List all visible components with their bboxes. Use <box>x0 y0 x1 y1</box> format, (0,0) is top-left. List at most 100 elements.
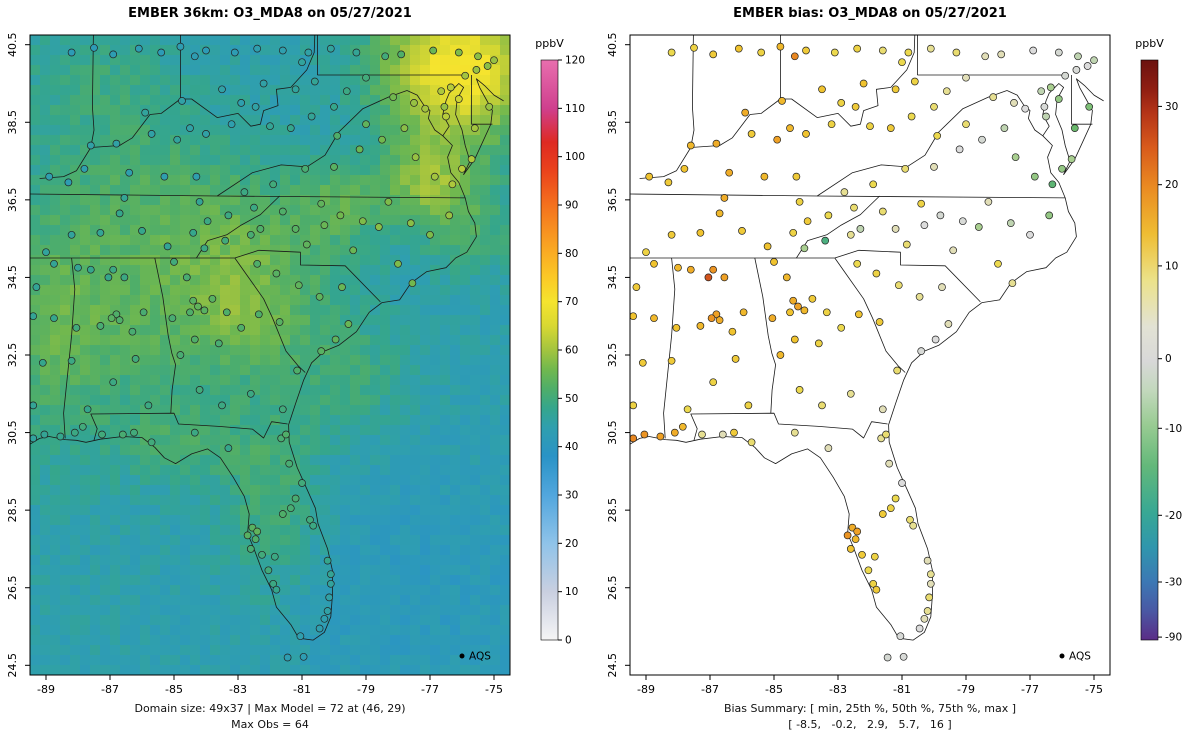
raster-cell <box>390 455 401 466</box>
raster-cell <box>100 195 111 206</box>
raster-cell <box>30 165 41 176</box>
raster-cell <box>330 615 341 626</box>
raster-cell <box>460 565 471 576</box>
bias-map-layer <box>630 35 1104 662</box>
raster-cell <box>390 575 401 586</box>
station-point <box>286 504 295 513</box>
raster-cell <box>410 505 421 516</box>
raster-cell <box>60 445 71 456</box>
raster-cell <box>370 635 381 646</box>
raster-cell <box>260 355 271 366</box>
raster-cell <box>330 505 341 516</box>
raster-cell <box>150 195 161 206</box>
raster-cell <box>30 405 41 416</box>
station-point <box>163 242 172 251</box>
raster-cell <box>400 465 411 476</box>
raster-cell <box>80 305 91 316</box>
raster-cell <box>310 35 321 46</box>
raster-cell <box>490 235 501 246</box>
raster-cell <box>430 565 441 576</box>
raster-cell <box>450 305 461 316</box>
station-point <box>67 48 76 57</box>
raster-cell <box>120 65 131 76</box>
raster-cell <box>360 65 371 76</box>
station-point <box>1029 46 1038 55</box>
raster-cell <box>110 505 121 516</box>
raster-cell <box>430 65 441 76</box>
raster-cell <box>370 585 381 596</box>
raster-cell <box>210 165 221 176</box>
raster-cell <box>200 405 211 416</box>
x-tick-label: -87 <box>101 683 119 696</box>
raster-cell <box>200 255 211 266</box>
raster-cell <box>450 425 461 436</box>
station-point <box>445 211 454 220</box>
raster-cell <box>70 335 81 346</box>
raster-cell <box>120 555 131 566</box>
raster-cell <box>480 265 491 276</box>
raster-cell <box>170 85 181 96</box>
raster-cell <box>140 75 151 86</box>
station-point <box>237 323 246 332</box>
station-point <box>192 172 201 181</box>
raster-cell <box>260 385 271 396</box>
raster-cell <box>440 165 451 176</box>
station-point <box>208 294 217 303</box>
raster-cell <box>70 645 81 656</box>
raster-cell <box>400 45 411 56</box>
raster-cell <box>390 285 401 296</box>
raster-cell <box>410 135 421 146</box>
raster-cell <box>360 575 371 586</box>
state-border <box>1006 90 1044 137</box>
raster-cell <box>310 655 321 666</box>
colorbar-tick-label: 110 <box>565 103 585 115</box>
raster-cell <box>80 255 91 266</box>
raster-cell <box>40 285 51 296</box>
raster-cell <box>350 585 361 596</box>
raster-cell <box>250 85 261 96</box>
station-point <box>795 386 804 394</box>
raster-cell <box>260 455 271 466</box>
raster-cell <box>60 115 71 126</box>
raster-cell <box>60 555 71 566</box>
raster-cell <box>180 85 191 96</box>
raster-cell <box>250 145 261 156</box>
raster-cell <box>30 455 41 466</box>
raster-cell <box>220 555 231 566</box>
raster-cell <box>440 315 451 326</box>
raster-cell <box>210 45 221 56</box>
station-point <box>323 556 332 565</box>
raster-cell <box>340 305 351 316</box>
raster-cell <box>50 585 61 596</box>
raster-cell <box>60 425 71 436</box>
station-point <box>933 131 942 140</box>
raster-cell <box>250 255 261 266</box>
raster-cell <box>440 445 451 456</box>
raster-cell <box>30 275 41 286</box>
raster-cell <box>30 555 41 566</box>
raster-cell <box>450 385 461 396</box>
raster-cell <box>340 615 351 626</box>
raster-cell <box>220 195 231 206</box>
raster-cell <box>230 495 241 506</box>
raster-cell <box>370 415 381 426</box>
station-point <box>846 389 855 398</box>
state-border <box>663 257 676 439</box>
raster-cell <box>140 255 151 266</box>
raster-cell <box>230 355 241 366</box>
raster-cell <box>270 125 281 136</box>
raster-cell <box>40 125 51 136</box>
raster-cell <box>100 545 111 556</box>
station-point <box>1083 62 1092 70</box>
raster-cell <box>400 255 411 266</box>
raster-cell <box>450 625 461 636</box>
raster-cell <box>190 525 201 536</box>
raster-cell <box>280 505 291 516</box>
raster-cell <box>430 185 441 196</box>
station-point <box>782 273 791 282</box>
raster-cell <box>480 145 491 156</box>
raster-cell <box>40 225 51 236</box>
raster-cell <box>150 125 161 136</box>
raster-cell <box>270 245 281 256</box>
station-point <box>472 66 481 74</box>
